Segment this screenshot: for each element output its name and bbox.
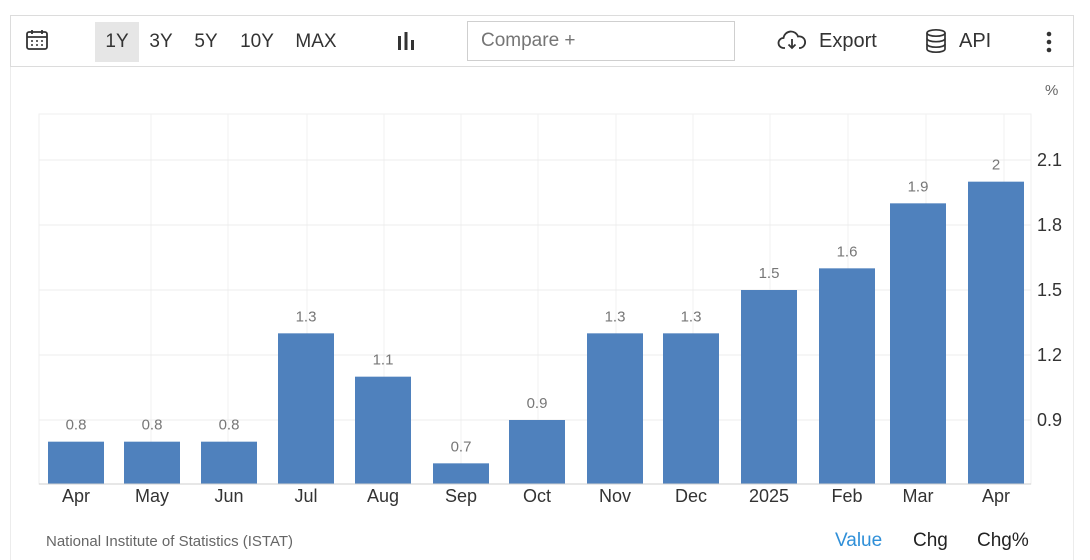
bar[interactable] [201, 441, 257, 484]
x-tick-label: Feb [831, 486, 862, 506]
bar[interactable] [124, 441, 180, 484]
y-tick-label: 1.5 [1037, 280, 1062, 300]
x-tick-label: Dec [675, 486, 707, 506]
x-tick-label: Apr [982, 486, 1010, 506]
range-1y-button[interactable]: 1Y [95, 22, 139, 62]
bar[interactable] [509, 420, 565, 484]
bar-value-label: 0.8 [219, 417, 240, 434]
x-tick-label: Nov [599, 486, 631, 506]
chart-toolbar: 1Y 3Y 5Y 10Y MAX Export API [10, 15, 1074, 67]
range-10y-button[interactable]: 10Y [240, 31, 274, 52]
bar-value-label: 1.3 [296, 308, 317, 325]
chart-panel [10, 67, 1074, 560]
more-vertical-icon[interactable] [1046, 31, 1052, 53]
value-button[interactable]: Value [835, 530, 883, 551]
bar[interactable] [587, 333, 643, 484]
x-tick-label: May [135, 486, 169, 506]
y-unit-label: % [1045, 82, 1058, 99]
x-tick-label: Jun [214, 486, 243, 506]
bar[interactable] [663, 333, 719, 484]
bar-value-label: 2 [992, 157, 1000, 174]
range-max-button[interactable]: MAX [295, 31, 337, 52]
database-icon[interactable] [925, 28, 947, 56]
bar-value-label: 1.1 [373, 352, 394, 369]
bar[interactable] [433, 463, 489, 484]
cloud-download-icon[interactable] [777, 29, 807, 55]
chg-button[interactable]: Chg [913, 530, 948, 551]
bar-value-label: 0.9 [527, 395, 548, 412]
api-button[interactable]: API [959, 30, 992, 52]
y-tick-label: 1.8 [1037, 215, 1062, 235]
bar[interactable] [278, 333, 334, 484]
source-credit: National Institute of Statistics (ISTAT) [46, 533, 294, 550]
bar[interactable] [890, 203, 946, 485]
bar-value-label: 1.3 [605, 308, 626, 325]
bar-value-label: 0.7 [451, 438, 472, 455]
range-5y-button[interactable]: 5Y [194, 31, 218, 52]
y-tick-label: 2.1 [1037, 150, 1062, 170]
x-tick-label: Jul [294, 486, 317, 506]
export-button[interactable]: Export [819, 30, 877, 52]
x-tick-label: Sep [445, 486, 477, 506]
bar-chart-icon[interactable] [396, 30, 416, 52]
bar[interactable] [48, 441, 104, 484]
bar[interactable] [355, 376, 411, 484]
y-tick-label: 0.9 [1037, 410, 1062, 430]
x-tick-label: Mar [903, 486, 934, 506]
bar-value-label: 0.8 [66, 417, 87, 434]
bar[interactable] [741, 290, 797, 484]
calendar-icon[interactable] [25, 28, 49, 54]
bar-value-label: 1.9 [908, 178, 929, 195]
bar[interactable] [968, 181, 1024, 485]
y-tick-label: 1.2 [1037, 345, 1062, 365]
chg-percent-button[interactable]: Chg% [977, 530, 1029, 551]
bar-value-label: 1.6 [837, 243, 858, 260]
x-tick-label: Oct [523, 486, 551, 506]
x-tick-label: 2025 [749, 486, 789, 506]
range-3y-button[interactable]: 3Y [149, 31, 173, 52]
bar-value-label: 0.8 [142, 417, 163, 434]
x-tick-label: Aug [367, 486, 399, 506]
bar[interactable] [819, 268, 875, 484]
x-tick-label: Apr [62, 486, 90, 506]
bar-value-label: 1.3 [681, 308, 702, 325]
compare-input[interactable] [467, 21, 735, 61]
bar-value-label: 1.5 [759, 265, 780, 282]
